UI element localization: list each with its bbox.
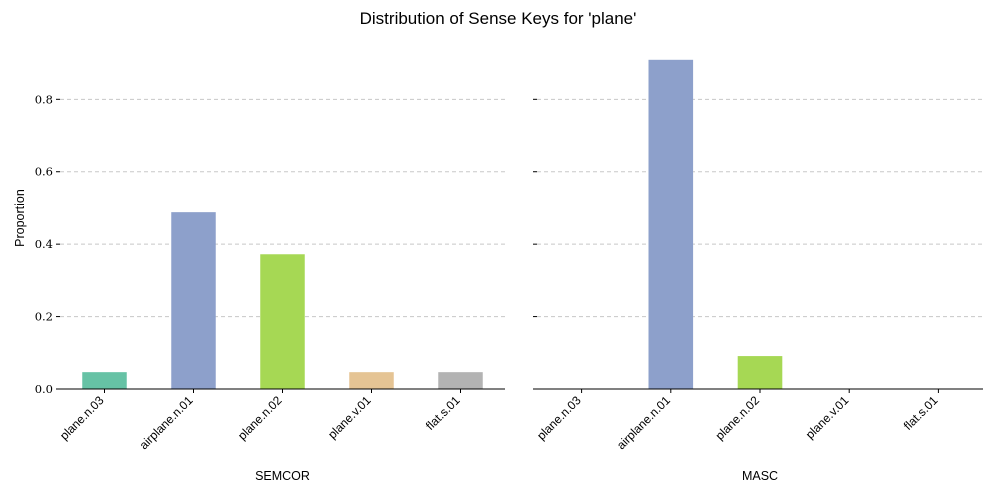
- panel-2: plane.n.03 airplane.n.01 plane.n.02 plane.v…: [533, 59, 983, 483]
- x-tick-label: plane.n.02: [713, 393, 763, 443]
- bar-airplane.n.01: [648, 59, 694, 389]
- bar-plane.n.02: [737, 356, 783, 389]
- x-axis-label: MASC: [742, 469, 778, 483]
- y-tick-label: 0.6: [35, 165, 53, 179]
- y-tick-label: 0.0: [35, 382, 53, 396]
- chart-title: Distribution of Sense Keys for 'plane': [360, 9, 637, 28]
- y-tick-label: 0.8: [35, 92, 53, 106]
- y-tick-label: 0.2: [35, 310, 53, 324]
- x-tick-label: plane.n.02: [235, 393, 285, 443]
- x-tick-label: plane.v.01: [325, 393, 374, 442]
- bar-plane.n.03: [82, 372, 127, 389]
- x-tick-label: flat.s.01: [423, 393, 463, 433]
- x-tick-label: airplane.n.01: [614, 393, 673, 452]
- y-axis-label: Proportion: [13, 189, 27, 247]
- x-tick-label: airplane.n.01: [137, 393, 196, 452]
- bar-plane.n.02: [260, 254, 305, 389]
- panel-1: 0.0 0.2 0.4 0.6 0.8 plane.n.03 airplane.n.01 pl…: [35, 92, 505, 483]
- x-tick-label: plane.v.01: [803, 393, 852, 442]
- x-tick-label: plane.n.03: [534, 393, 584, 443]
- bar-airplane.n.01: [171, 212, 216, 389]
- bar-flat.s.01: [438, 372, 483, 389]
- x-axis-label: SEMCOR: [255, 469, 310, 483]
- x-tick-label: plane.n.03: [57, 393, 107, 443]
- y-tick-label: 0.4: [35, 237, 53, 251]
- bar-plane.v.01: [349, 372, 394, 389]
- x-tick-label: flat.s.01: [901, 393, 941, 433]
